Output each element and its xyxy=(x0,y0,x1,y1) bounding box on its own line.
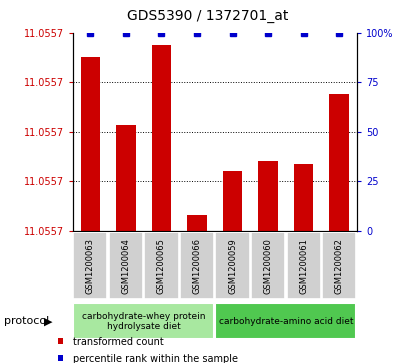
Text: percentile rank within the sample: percentile rank within the sample xyxy=(73,354,238,363)
FancyBboxPatch shape xyxy=(215,303,356,339)
Text: GSM1200065: GSM1200065 xyxy=(157,238,166,294)
FancyBboxPatch shape xyxy=(286,232,321,299)
FancyBboxPatch shape xyxy=(73,303,214,339)
Bar xyxy=(81,57,100,231)
Text: protocol: protocol xyxy=(4,316,49,326)
Text: GSM1200063: GSM1200063 xyxy=(86,238,95,294)
FancyBboxPatch shape xyxy=(144,232,178,299)
Bar xyxy=(294,164,313,231)
Text: carbohydrate-amino acid diet: carbohydrate-amino acid diet xyxy=(219,317,353,326)
Text: transformed count: transformed count xyxy=(73,337,164,347)
Text: GSM1200059: GSM1200059 xyxy=(228,238,237,294)
Bar xyxy=(152,45,171,231)
Bar xyxy=(223,171,242,231)
Text: GSM1200060: GSM1200060 xyxy=(264,238,273,294)
Text: GSM1200062: GSM1200062 xyxy=(334,238,344,294)
Bar xyxy=(330,94,349,231)
Bar xyxy=(116,125,136,231)
FancyBboxPatch shape xyxy=(180,232,214,299)
Text: GSM1200066: GSM1200066 xyxy=(193,238,202,294)
Text: ▶: ▶ xyxy=(44,316,52,326)
Text: carbohydrate-whey protein
hydrolysate diet: carbohydrate-whey protein hydrolysate di… xyxy=(82,311,205,331)
Text: GSM1200064: GSM1200064 xyxy=(122,238,130,294)
FancyBboxPatch shape xyxy=(73,232,107,299)
FancyBboxPatch shape xyxy=(322,232,356,299)
Bar xyxy=(187,215,207,231)
Text: GDS5390 / 1372701_at: GDS5390 / 1372701_at xyxy=(127,9,288,23)
Text: GSM1200061: GSM1200061 xyxy=(299,238,308,294)
FancyBboxPatch shape xyxy=(215,232,249,299)
Bar xyxy=(258,162,278,231)
FancyBboxPatch shape xyxy=(109,232,143,299)
FancyBboxPatch shape xyxy=(251,232,285,299)
